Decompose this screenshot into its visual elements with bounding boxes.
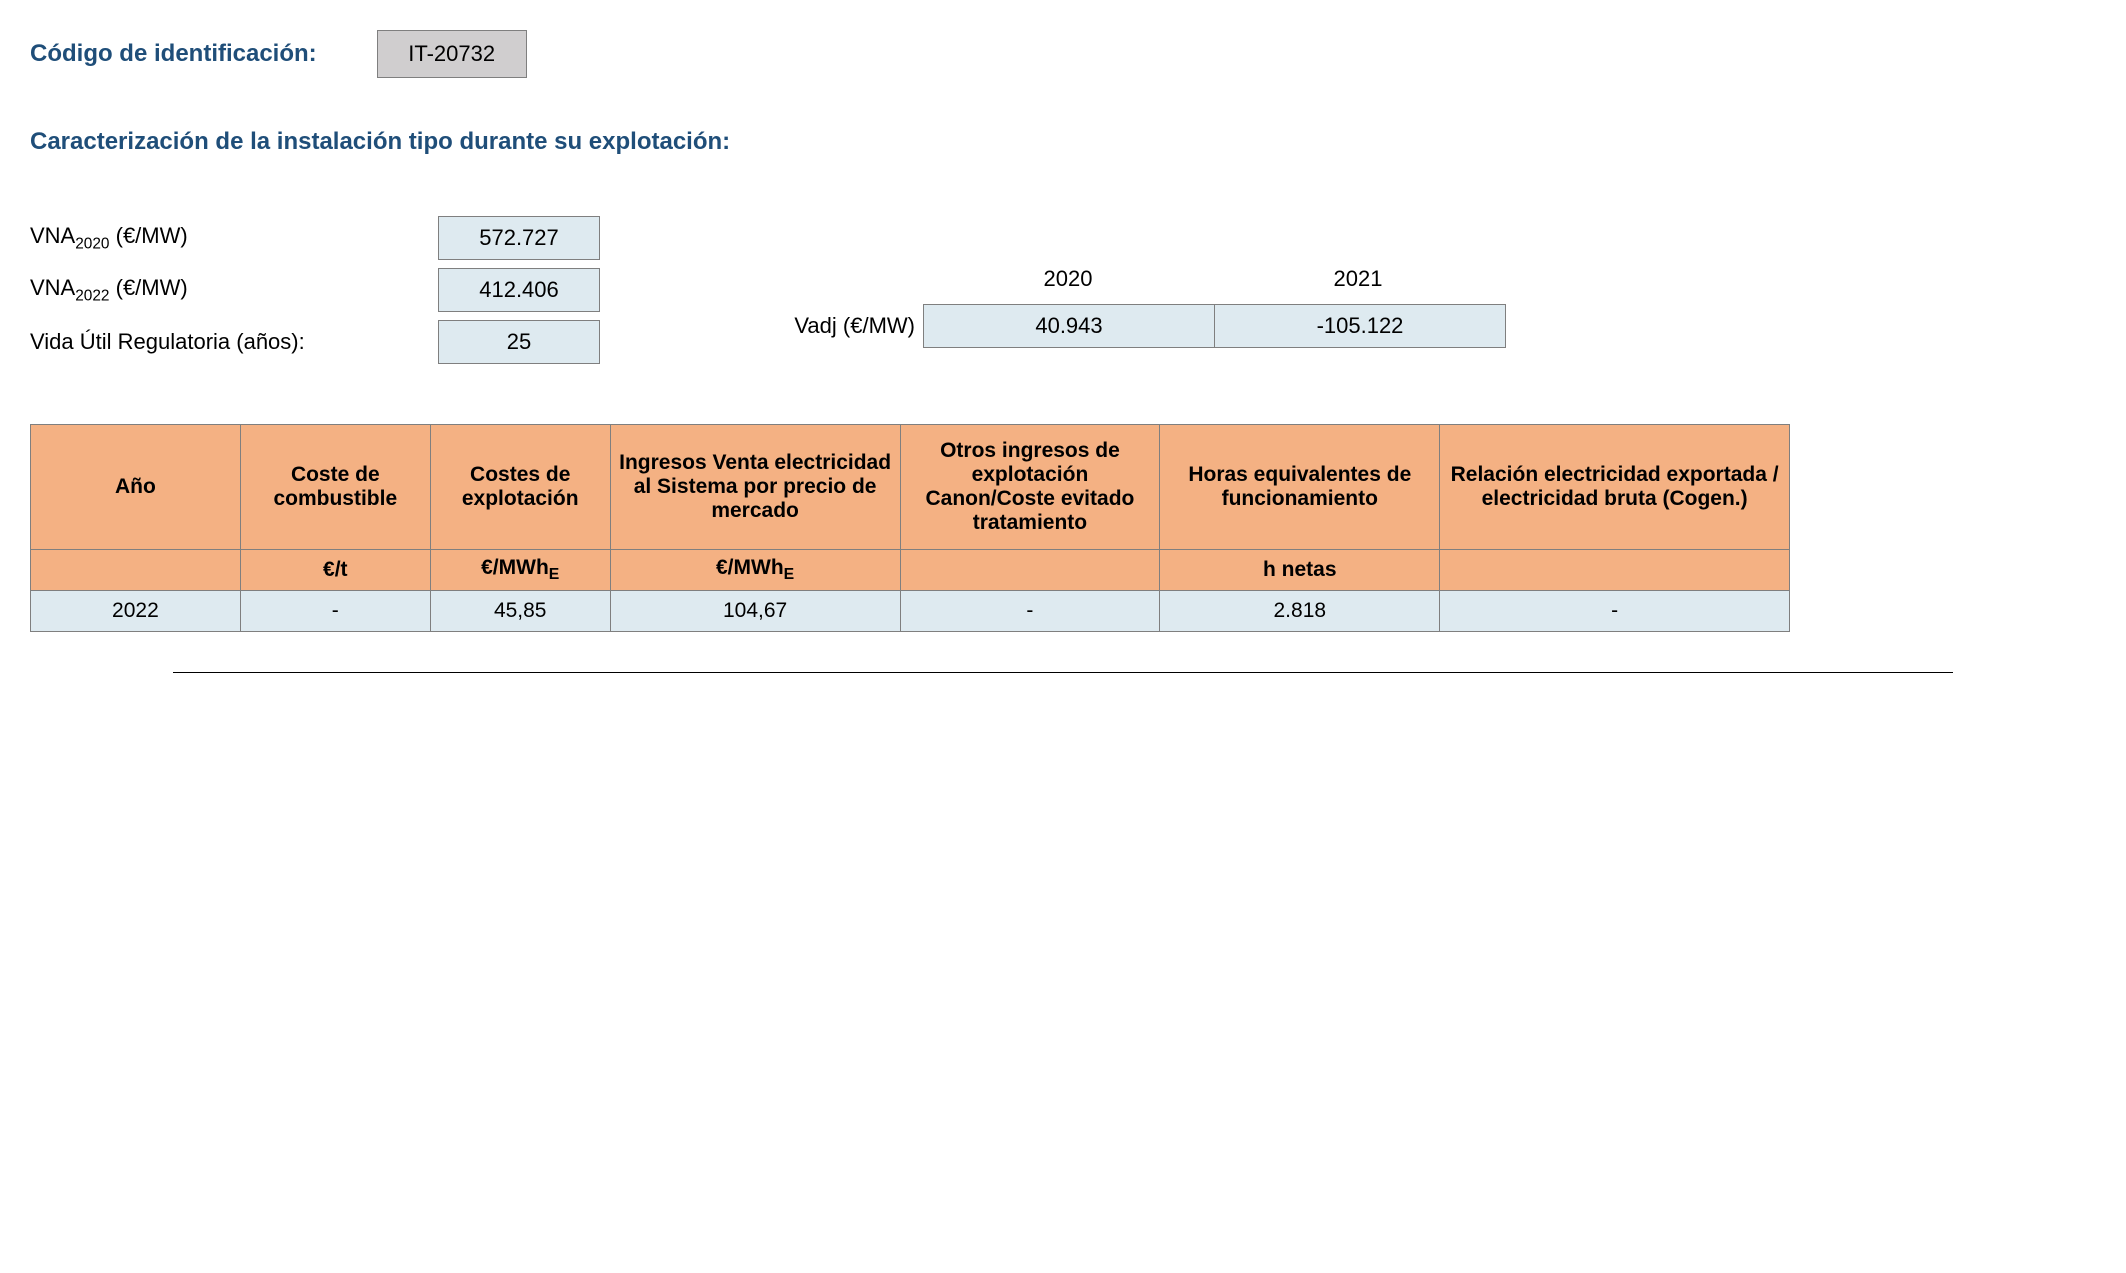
data-cell: 45,85: [430, 591, 610, 632]
param-value: 25: [438, 320, 600, 364]
param-line-vida: Vida Útil Regulatoria (años): 25: [30, 320, 600, 364]
code-row: Código de identificación: IT-20732: [30, 30, 2096, 78]
separator-line: [173, 672, 1953, 673]
param-value: 572.727: [438, 216, 600, 260]
unit-cell: h netas: [1160, 550, 1440, 591]
param-label: VNA2020 (€/MW): [30, 223, 438, 253]
unit-cell: €/MWhE: [430, 550, 610, 591]
vadj-block: 2020 2021 Vadj (€/MW) 40.943 -105.122: [740, 266, 1506, 348]
th-horas: Horas equivalentes de funcionamiento: [1160, 425, 1440, 550]
data-cell: 104,67: [610, 591, 900, 632]
data-cell: -: [900, 591, 1160, 632]
vadj-year-1: 2021: [1213, 266, 1503, 304]
table-header-row: Año Coste de combustible Costes de explo…: [31, 425, 1790, 550]
param-line-vna2020: VNA2020 (€/MW) 572.727: [30, 216, 600, 260]
param-label-sub: 2022: [75, 287, 109, 304]
param-label-pre: Vida Útil Regulatoria (años):: [30, 329, 305, 354]
unit-cell: [31, 550, 241, 591]
data-cell: -: [240, 591, 430, 632]
param-label-sub: 2020: [75, 235, 109, 252]
params-row: VNA2020 (€/MW) 572.727 VNA2022 (€/MW) 41…: [30, 216, 2096, 364]
param-value: 412.406: [438, 268, 600, 312]
vadj-label: Vadj (€/MW): [740, 313, 923, 339]
param-line-vna2022: VNA2022 (€/MW) 412.406: [30, 268, 600, 312]
section-title: Caracterización de la instalación tipo d…: [30, 128, 2096, 156]
param-label-post: (€/MW): [110, 275, 188, 300]
unit-cell: €/MWhE: [610, 550, 900, 591]
th-ingresos-venta: Ingresos Venta electricidad al Sistema p…: [610, 425, 900, 550]
param-label: Vida Útil Regulatoria (años):: [30, 329, 438, 355]
th-otros-ingresos: Otros ingresos de explotación Canon/Cost…: [900, 425, 1160, 550]
unit-cell: €/t: [240, 550, 430, 591]
th-relacion: Relación electricidad exportada / electr…: [1440, 425, 1790, 550]
code-label: Código de identificación:: [30, 40, 317, 68]
table-row: 2022 - 45,85 104,67 - 2.818 -: [31, 591, 1790, 632]
vadj-cell-0: 40.943: [923, 304, 1215, 348]
main-table: Año Coste de combustible Costes de explo…: [30, 424, 1790, 632]
vadj-row: Vadj (€/MW) 40.943 -105.122: [740, 304, 1506, 348]
param-label-pre: VNA: [30, 275, 75, 300]
vadj-year-0: 2020: [923, 266, 1213, 304]
code-value-box: IT-20732: [377, 30, 527, 78]
unit-cell: [900, 550, 1160, 591]
data-cell: -: [1440, 591, 1790, 632]
vadj-cell-1: -105.122: [1215, 304, 1506, 348]
vadj-years: 2020 2021: [923, 266, 1503, 304]
th-coste-comb: Coste de combustible: [240, 425, 430, 550]
data-cell: 2.818: [1160, 591, 1440, 632]
param-label: VNA2022 (€/MW): [30, 275, 438, 305]
th-costes-expl: Costes de explotación: [430, 425, 610, 550]
params-left: VNA2020 (€/MW) 572.727 VNA2022 (€/MW) 41…: [30, 216, 600, 364]
param-label-pre: VNA: [30, 223, 75, 248]
table-units-row: €/t €/MWhE €/MWhE h netas: [31, 550, 1790, 591]
unit-cell: [1440, 550, 1790, 591]
param-label-post: (€/MW): [110, 223, 188, 248]
th-ano: Año: [31, 425, 241, 550]
data-cell: 2022: [31, 591, 241, 632]
